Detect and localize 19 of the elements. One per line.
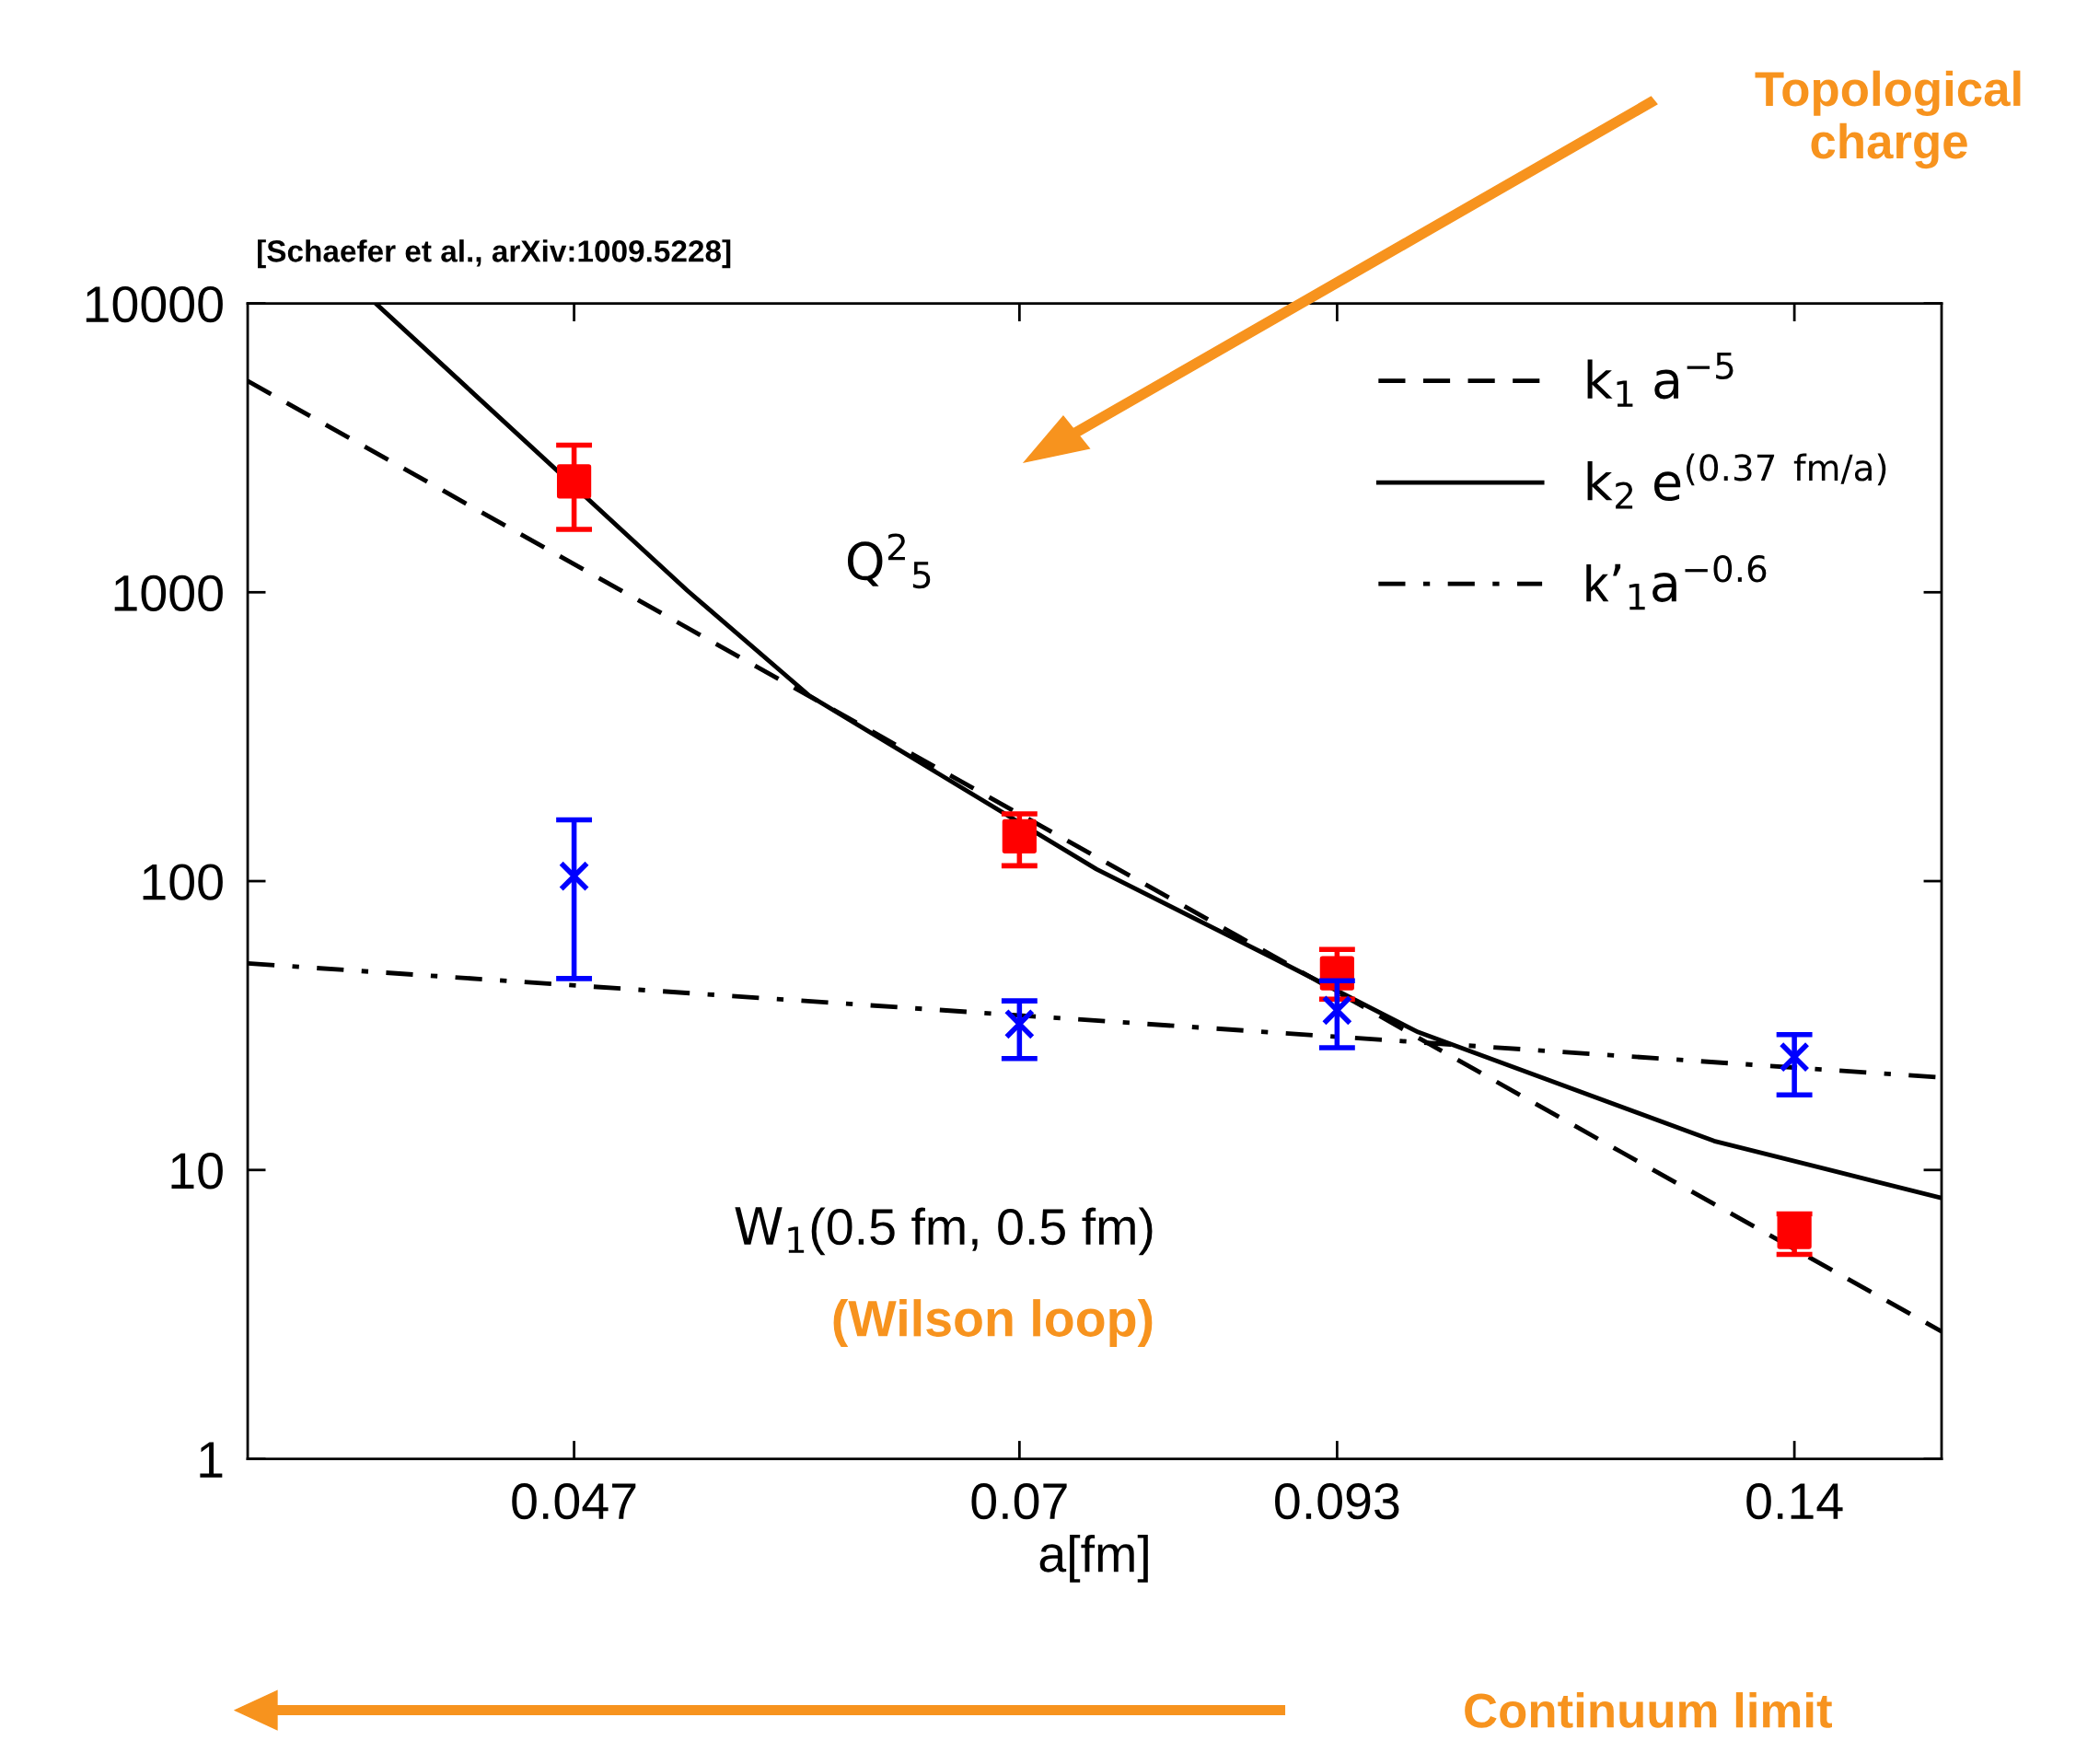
- x-tick-label: 0.093: [1275, 1483, 1399, 1520]
- legend-label: k$_{2}$ e$^{(0.37 fm/a)}$: [1587, 453, 1886, 509]
- y-tick-label: 1: [200, 1442, 223, 1478]
- x-tick-label: 0.07: [971, 1483, 1067, 1520]
- x-axis-title: a[fm]: [1039, 1534, 1148, 1583]
- annotation: Q$^{2}$$_{5}$: [847, 533, 931, 589]
- y-tick-label: 10: [171, 1153, 223, 1190]
- x-tick-label: 0.14: [1746, 1483, 1843, 1520]
- annotation: (Wilson loop): [833, 1299, 1153, 1347]
- x-tick-label: 0.047: [512, 1483, 636, 1520]
- y-tick-label: 1000: [114, 574, 223, 611]
- annotation: W$_{1}$(0.5 fm, 0.5 fm): [735, 1207, 1153, 1256]
- legend-label: k’$_{1}$a$^{−0.6}$: [1586, 555, 1767, 610]
- y-tick-label: 100: [143, 864, 223, 900]
- text: Continuum limit: [1465, 1692, 1832, 1728]
- text: [Schaefer et al., arXiv:1009.5228]: [258, 239, 731, 269]
- text: Topological charge: [1755, 70, 2021, 169]
- y-tick-label: 10000: [86, 285, 223, 323]
- legend-label: k$_{1}$ a$^{−5}$: [1587, 353, 1734, 407]
